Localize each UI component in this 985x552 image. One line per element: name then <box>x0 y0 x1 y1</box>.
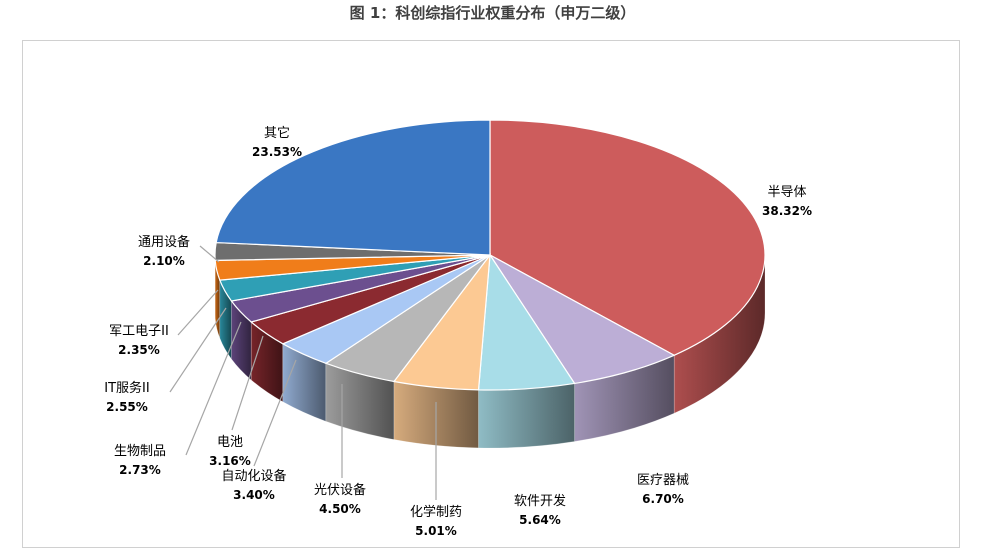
pie-side-3 <box>478 383 575 449</box>
slice-label-5: 光伏设备 <box>314 482 366 498</box>
slice-value-4: 5.01% <box>415 524 457 538</box>
slice-label-1: 半导体 <box>767 185 806 200</box>
slice-value-1: 38.32% <box>762 204 812 218</box>
leader-line-8 <box>185 321 242 456</box>
slice-label-4: 化学制药 <box>410 504 462 520</box>
leader-line-10 <box>177 289 219 336</box>
pie-slice-2 <box>489 254 676 385</box>
leader-lines <box>169 245 437 500</box>
slice-value-7: 3.16% <box>209 454 251 468</box>
slice-value-12: 23.53% <box>252 145 302 159</box>
slice-label-10: 军工电子II <box>109 324 169 339</box>
slice-label-11: 通用设备 <box>138 234 190 250</box>
pie-top-layer <box>214 119 766 391</box>
chart-title: 图 1：科创综指行业权重分布（申万二级） <box>349 4 636 22</box>
leader-line-9 <box>169 307 227 393</box>
slice-label-9: IT服务II <box>104 380 149 396</box>
slice-labels: 半导体 38.32% 医疗器械 6.70% 软件开发 5.64% 化学制药 5.01% 光伏设备… <box>104 125 812 538</box>
leader-line-11 <box>199 245 220 263</box>
slice-label-12: 其它 <box>264 125 290 141</box>
slice-value-3: 5.64% <box>519 513 561 527</box>
slice-value-8: 2.73% <box>119 463 161 477</box>
slice-value-6: 3.40% <box>233 488 275 502</box>
slice-label-7: 电池 <box>217 435 243 450</box>
leader-line-6 <box>253 359 297 467</box>
leader-line-7 <box>231 335 264 431</box>
pie-slice-1 <box>489 119 766 356</box>
slice-label-3: 软件开发 <box>514 493 566 509</box>
slice-label-6: 自动化设备 <box>221 468 286 484</box>
slice-value-5: 4.50% <box>319 502 361 516</box>
slice-label-2: 医疗器械 <box>637 473 689 488</box>
slice-value-9: 2.55% <box>106 400 148 414</box>
slice-value-10: 2.35% <box>118 343 160 357</box>
pie-slice-12 <box>215 119 491 256</box>
slice-label-8: 生物制品 <box>114 444 166 459</box>
slice-value-11: 2.10% <box>143 254 185 268</box>
slice-value-2: 6.70% <box>642 492 684 506</box>
